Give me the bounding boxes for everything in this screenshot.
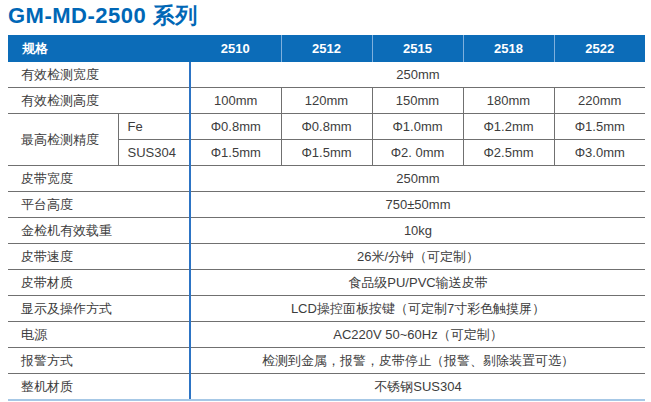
spec-value: 食品级PU/PVC输送皮带 xyxy=(190,270,645,296)
spec-label: 金检机有效载重 xyxy=(8,218,190,244)
spec-value: Φ2. 0mm xyxy=(372,140,463,166)
spec-label: 显示及操作方式 xyxy=(8,296,190,322)
spec-label: 整机材质 xyxy=(8,374,190,401)
spec-value: Φ0.8mm xyxy=(190,114,281,140)
spec-label: 报警方式 xyxy=(8,348,190,374)
spec-label: 皮带材质 xyxy=(8,270,190,296)
spec-label: 最高检测精度 xyxy=(8,114,118,166)
spec-value: 250mm xyxy=(190,62,645,88)
spec-value: 不锈钢SUS304 xyxy=(190,374,645,401)
spec-label: 电源 xyxy=(8,322,190,348)
page-title: GM-MD-2500 系列 xyxy=(8,1,198,31)
spec-value: 10kg xyxy=(190,218,645,244)
header-model-2515: 2515 xyxy=(372,35,463,62)
spec-sublabel-sus304: SUS304 xyxy=(118,140,190,166)
spec-value: 750±50mm xyxy=(190,192,645,218)
row-effective-detection-width: 有效检测宽度 250mm xyxy=(8,62,645,88)
spec-value: Φ1.5mm xyxy=(281,140,372,166)
row-display-operation: 显示及操作方式 LCD操控面板按键（可定制7寸彩色触摸屏） xyxy=(8,296,645,322)
header-spec-label: 规格 xyxy=(8,35,190,62)
header-model-2522: 2522 xyxy=(554,35,645,62)
row-power-supply: 电源 AC220V 50~60Hz（可定制） xyxy=(8,322,645,348)
spec-value: LCD操控面板按键（可定制7寸彩色触摸屏） xyxy=(190,296,645,322)
header-model-2518: 2518 xyxy=(463,35,554,62)
spec-label: 皮带宽度 xyxy=(8,166,190,192)
row-belt-speed: 皮带速度 26米/分钟（可定制） xyxy=(8,244,645,270)
row-machine-material: 整机材质 不锈钢SUS304 xyxy=(8,374,645,401)
spec-value: 120mm xyxy=(281,88,372,114)
spec-value: Φ1.0mm xyxy=(372,114,463,140)
spec-value: 26米/分钟（可定制） xyxy=(190,244,645,270)
spec-label: 皮带速度 xyxy=(8,244,190,270)
spec-value: Φ3.0mm xyxy=(554,140,645,166)
spec-value: 220mm xyxy=(554,88,645,114)
spec-value: 检测到金属，报警，皮带停止（报警、剔除装置可选） xyxy=(190,348,645,374)
header-model-2510: 2510 xyxy=(190,35,281,62)
spec-value: 250mm xyxy=(190,166,645,192)
table-header-row: 规格 2510 2512 2515 2518 2522 xyxy=(8,35,645,62)
row-platform-height: 平台高度 750±50mm xyxy=(8,192,645,218)
spec-value: AC220V 50~60Hz（可定制） xyxy=(190,322,645,348)
row-effective-load: 金检机有效载重 10kg xyxy=(8,218,645,244)
spec-table: 规格 2510 2512 2515 2518 2522 有效检测宽度 250mm… xyxy=(8,35,645,401)
spec-value: Φ1.5mm xyxy=(190,140,281,166)
row-max-detection-precision-fe: 最高检测精度 Fe Φ0.8mm Φ0.8mm Φ1.0mm Φ1.2mm Φ1… xyxy=(8,114,645,140)
spec-value: Φ1.2mm xyxy=(463,114,554,140)
spec-label: 平台高度 xyxy=(8,192,190,218)
header-model-2512: 2512 xyxy=(281,35,372,62)
spec-value: Φ0.8mm xyxy=(281,114,372,140)
spec-sublabel-fe: Fe xyxy=(118,114,190,140)
row-effective-detection-height: 有效检测高度 100mm 120mm 150mm 180mm 220mm xyxy=(8,88,645,114)
row-alarm-mode: 报警方式 检测到金属，报警，皮带停止（报警、剔除装置可选） xyxy=(8,348,645,374)
spec-label: 有效检测宽度 xyxy=(8,62,190,88)
spec-value: 100mm xyxy=(190,88,281,114)
spec-value: Φ1.5mm xyxy=(554,114,645,140)
spec-value: 180mm xyxy=(463,88,554,114)
row-belt-width: 皮带宽度 250mm xyxy=(8,166,645,192)
spec-value: Φ2.5mm xyxy=(463,140,554,166)
spec-label: 有效检测高度 xyxy=(8,88,190,114)
row-belt-material: 皮带材质 食品级PU/PVC输送皮带 xyxy=(8,270,645,296)
spec-value: 150mm xyxy=(372,88,463,114)
